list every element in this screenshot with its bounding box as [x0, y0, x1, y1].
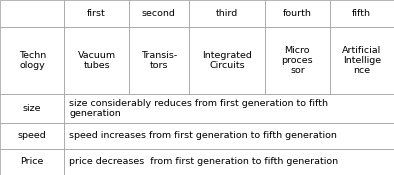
Bar — [0, 94, 65, 122]
Text: fifth: fifth — [352, 9, 371, 18]
Text: speed increases from first generation to fifth generation: speed increases from first generation to… — [69, 131, 337, 140]
Bar — [0, 149, 65, 175]
Text: Micro
proces
sor: Micro proces sor — [282, 46, 313, 75]
Bar — [265, 27, 329, 94]
Text: Artificial
Intellige
nce: Artificial Intellige nce — [342, 46, 381, 75]
Text: first: first — [87, 9, 106, 18]
Bar — [65, 0, 129, 27]
Text: speed: speed — [18, 131, 46, 140]
Text: Integrated
Circuits: Integrated Circuits — [202, 51, 252, 70]
Bar — [65, 27, 129, 94]
Text: second: second — [142, 9, 176, 18]
Text: third: third — [216, 9, 238, 18]
Text: Price: Price — [20, 157, 44, 166]
Bar — [329, 0, 394, 27]
Text: price decreases  from first generation to fifth generation: price decreases from first generation to… — [69, 157, 338, 166]
Text: Transis-
tors: Transis- tors — [141, 51, 177, 70]
Text: fourth: fourth — [283, 9, 312, 18]
Bar — [129, 27, 189, 94]
Bar — [129, 0, 189, 27]
Text: Vacuum
tubes: Vacuum tubes — [78, 51, 116, 70]
Bar — [189, 27, 265, 94]
Bar — [65, 149, 394, 175]
Bar — [65, 94, 394, 122]
Bar — [329, 27, 394, 94]
Bar — [265, 0, 329, 27]
Bar — [0, 0, 65, 27]
Text: Techn
ology: Techn ology — [19, 51, 46, 70]
Text: size: size — [23, 104, 41, 113]
Text: size considerably reduces from first generation to fifth
generation: size considerably reduces from first gen… — [69, 99, 328, 118]
Bar — [189, 0, 265, 27]
Bar — [65, 122, 394, 149]
Bar — [0, 122, 65, 149]
Bar — [0, 27, 65, 94]
